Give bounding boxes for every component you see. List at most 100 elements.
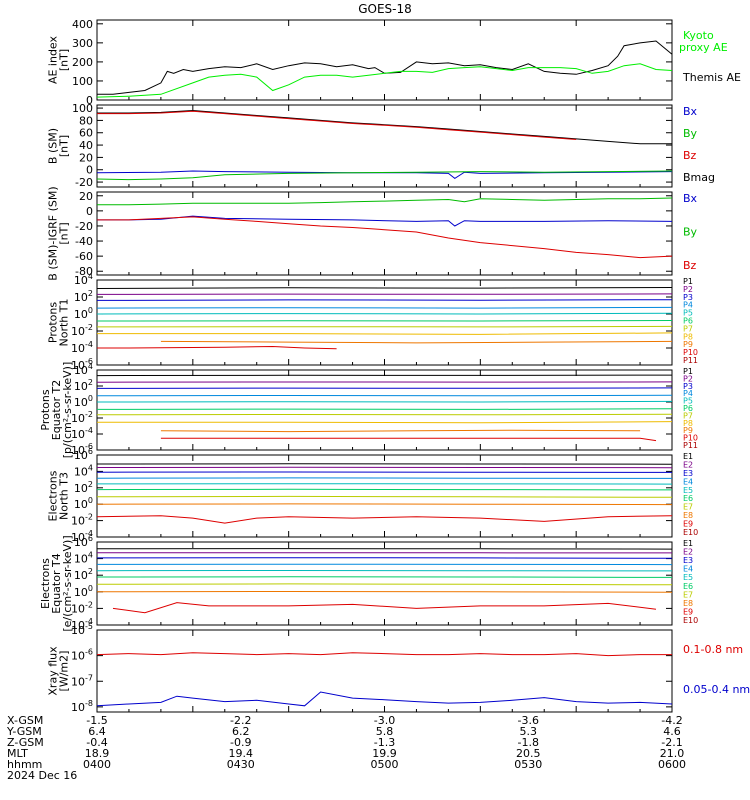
legend-entry: E7 [683,503,693,512]
plot-title: GOES-18 [358,2,412,16]
y-tick-label: 20 [79,190,93,203]
y-tick-label: 100 [74,394,93,409]
legend-entry: E10 [683,528,698,537]
ephemeris-row-label: X-GSM [7,714,43,727]
y-tick-label: 0 [86,205,93,218]
y-tick-label: 104 [74,463,93,478]
series-p4 [96,306,673,309]
ephemeris-value: 0400 [83,758,111,771]
series-e6 [96,576,673,578]
series-p3 [96,299,673,301]
y-tick-label: -20 [75,176,93,189]
legend-entry: Themis AE [682,71,741,84]
legend-entry: P11 [683,356,698,365]
legend-entry: E2 [683,548,693,557]
ephemeris-value: 19.9 [372,747,397,760]
series-0-05-0-4-nm [96,691,673,707]
legend-entry: P4 [683,301,693,310]
series-p10 [160,437,657,442]
ephemeris-value: 6.4 [88,725,106,738]
y-tick-label: 102 [74,289,93,304]
y-tick-label: 10-7 [71,673,93,688]
y-tick-label: 60 [79,127,93,140]
legend-entry: P5 [683,397,693,406]
series-e8 [96,590,673,593]
ephemeris-row-label: Y-GSM [6,725,42,738]
legend-entry: P8 [683,332,693,341]
y-tick-label: 10-4 [71,426,93,441]
legend-entry: E6 [683,494,693,503]
y-tick-label: 104 [74,551,93,566]
y-tick-label: 102 [74,378,93,393]
ephemeris-row-label: MLT [7,747,28,760]
ephemeris-row-label: hhmm [7,758,42,771]
legend-entry: P11 [683,441,698,450]
legend-entry: E2 [683,460,693,469]
legend-entry: P1 [683,367,693,376]
ephemeris-row-label: 2024 Dec 16 [7,769,77,782]
series-p4 [96,394,673,397]
ephemeris-value: -0.9 [230,736,251,749]
y-tick-label: 100 [74,306,93,321]
ephemeris-value: -2.1 [661,736,682,749]
y-tick-label: 106 [74,534,93,549]
series-p10 [97,345,337,350]
panel-frame [96,104,673,188]
y-tick-label: 10-2 [71,323,93,338]
ephemeris-value: 5.3 [520,725,538,738]
y-tick-label: 40 [79,139,93,152]
ephemeris-value: -2.2 [230,714,251,727]
legend-entry: E1 [683,452,693,461]
legend-entry: E4 [683,565,693,574]
legend-entry: P6 [683,404,693,413]
legend-entry: P2 [683,285,693,294]
y-axis-title: Protons [47,302,60,343]
panel-frame [96,19,673,101]
ephemeris-value: 0530 [514,758,542,771]
y-tick-label: 100 [72,102,93,115]
series-p8 [97,332,673,335]
series-e1 [96,548,673,550]
legend-entry: E8 [683,599,693,608]
series-e7 [96,495,673,498]
y-tick-label: 10-2 [71,600,93,615]
legend-entry: P6 [683,317,693,326]
y-tick-label: 200 [72,56,93,69]
series-bz [97,216,673,259]
legend-entry: P7 [683,411,693,420]
legend-entry: E9 [683,520,693,529]
series-p1 [96,287,673,289]
y-tick-label: 10-6 [71,648,93,663]
legend-entry: E8 [683,511,693,520]
series-0-1-0-8-nm [96,652,672,657]
ephemeris-value: 5.8 [376,725,394,738]
series-p5 [96,400,673,403]
y-tick-label: 10-5 [71,622,93,637]
series-p6 [96,408,673,410]
ephemeris-value: 0430 [227,758,255,771]
y-tick-label: 100 [74,584,93,599]
legend-entry: P9 [683,426,693,435]
legend-entry: E5 [683,486,693,495]
series-e6 [96,488,673,491]
legend-entry: P4 [683,389,693,398]
panel-bigrf: -80 -60 -40 -20 0 20 B (SM)-IGRF (SM)[nT] Bx By B… [47,186,698,280]
series-e3 [96,557,673,559]
y-tick-label: 10-2 [71,513,93,528]
series-p1 [96,374,673,377]
ephemeris-value: -1.5 [86,714,107,727]
series-e8 [96,503,673,506]
y-axis-title: [W/m2] [58,651,71,692]
series-e7 [96,583,673,586]
y-tick-label: 100 [74,496,93,511]
ephemeris-value: -0.4 [86,736,107,749]
y-tick-label: 10-2 [71,410,93,425]
ephemeris-row-label: Z-GSM [7,736,44,749]
series-p3 [96,387,673,389]
y-axis-title: Equator T4 [50,553,63,613]
y-axis-title: [nT] [58,222,71,244]
ephemeris-value: 6.2 [232,725,250,738]
